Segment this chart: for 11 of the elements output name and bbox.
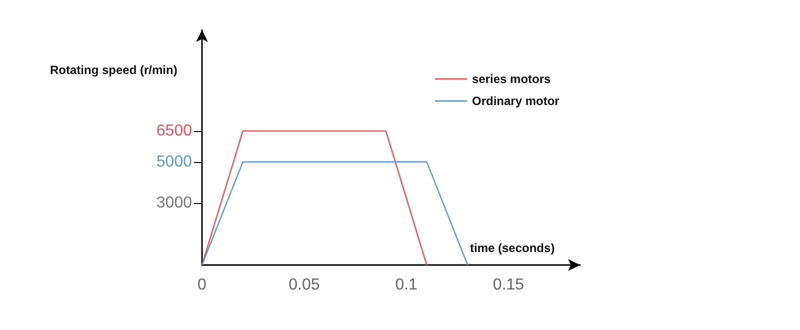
y-tick-label: 3000 — [156, 194, 192, 212]
legend-label: series motors — [472, 72, 552, 86]
x-tick-label: 0.1 — [395, 276, 418, 294]
x-tick-label: 0.05 — [288, 276, 320, 294]
y-tick-label: 5000 — [156, 153, 192, 170]
x-axis-title: time (seconds) — [470, 241, 555, 255]
y-tick-label: 6500 — [156, 122, 192, 140]
x-tick-label: 0.15 — [492, 276, 524, 294]
y-axis-title: Rotating speed (r/min) — [50, 63, 178, 77]
legend-label: Ordinary motor — [472, 94, 560, 108]
x-tick-label: 0 — [198, 276, 207, 294]
